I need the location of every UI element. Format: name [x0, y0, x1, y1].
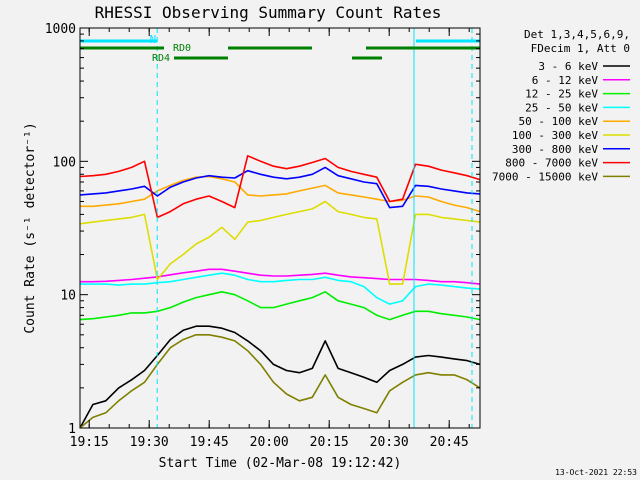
legend-header-line: FDecim 1, Att 0	[531, 42, 630, 55]
legend-header-line: Det 1,3,4,5,6,9,	[524, 28, 630, 41]
series-line-50-100-kev-kev	[80, 175, 481, 213]
series-line-100-300-kev-kev	[79, 200, 481, 285]
legend: Det 1,3,4,5,6,9,FDecim 1, Att 0 3 - 6 keV…	[492, 28, 630, 183]
series-line-6-12-kev-kev	[80, 268, 481, 285]
series-line-3-6-kev-kev	[79, 325, 481, 429]
chart-title: RHESSI Observing Summary Count Rates	[95, 3, 442, 22]
x-tick-label: 19:30	[130, 435, 169, 450]
legend-label-25-50-kev-kev: 25 - 50 keV	[525, 101, 598, 114]
series-layer	[79, 155, 481, 429]
timestamp: 13-Oct-2021 22:53	[555, 468, 637, 477]
legend-label-300-800-kev-kev: 300 - 800 keV	[512, 143, 598, 156]
x-axis-label: Start Time (02-Mar-08 19:12:42)	[159, 456, 402, 471]
x-tick-label: 20:45	[430, 435, 469, 450]
legend-label-7000-15000-kev-kev: 7000 - 15000 keV	[492, 170, 598, 183]
y-tick-label: 1000	[45, 22, 76, 37]
series-line-7000-15000-kev-kev	[79, 333, 481, 429]
series-line-300-800-kev-kev	[79, 166, 481, 209]
rd4-label: RD4	[152, 53, 170, 64]
y-axis-label: Count Rate (s⁻¹ detector⁻¹)	[23, 122, 38, 333]
series-line-12-25-kev-kev	[79, 290, 481, 321]
y-tick-label: 1	[68, 422, 76, 437]
plot-frame	[79, 27, 481, 429]
legend-label-12-25-kev-kev: 12 - 25 keV	[525, 88, 598, 101]
x-tick-label: 20:30	[370, 435, 409, 450]
x-tick-label: 20:00	[250, 435, 289, 450]
series-line-800-7000-kev-kev	[79, 155, 481, 219]
series-line-25-50-kev-kev	[80, 272, 481, 305]
legend-label-3-6-kev-kev: 3 - 6 keV	[538, 60, 598, 73]
legend-label-6-12-kev-kev: 6 - 12 keV	[532, 74, 599, 87]
x-tick-label: 20:15	[310, 435, 349, 450]
y-tick-label: 100	[53, 155, 76, 170]
y-tick-label: 10	[60, 289, 76, 304]
legend-label-800-7000-kev-kev: 800 - 7000 keV	[505, 157, 598, 170]
rd0-label: RD0	[173, 43, 191, 54]
axis-layer: 1 10 100 1000 19:15 19:30 19:45 20:00 20:15 20:30…	[45, 22, 480, 450]
night-label: N	[150, 33, 157, 46]
legend-label-100-300-kev-kev: 100 - 300 keV	[512, 129, 598, 142]
x-tick-label: 19:15	[70, 435, 109, 450]
legend-label-50-100-kev-kev: 50 - 100 keV	[519, 115, 599, 128]
x-tick-label: 19:45	[190, 435, 229, 450]
